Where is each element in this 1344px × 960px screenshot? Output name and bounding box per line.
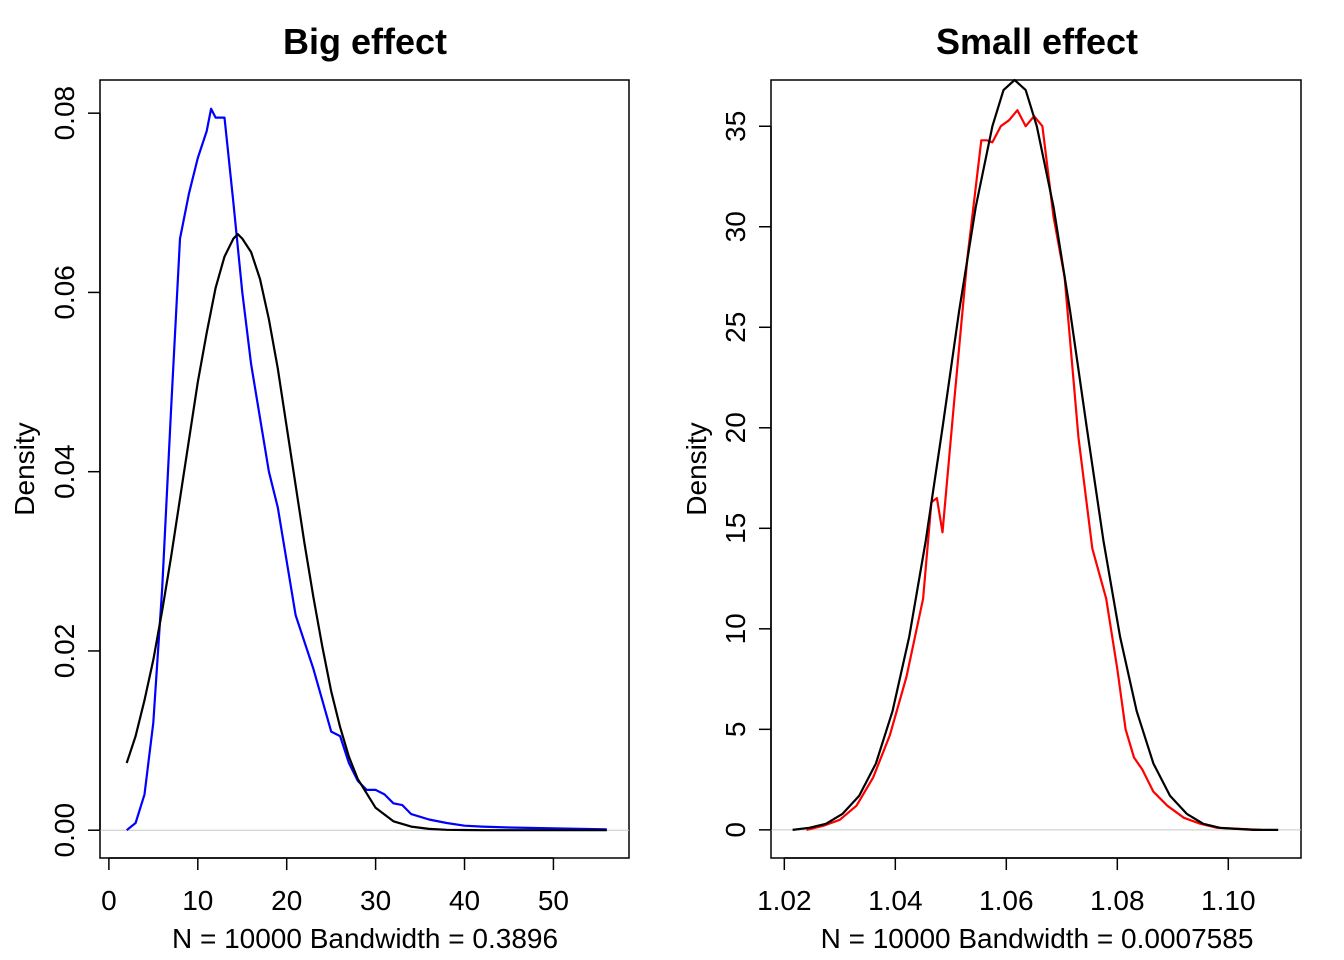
y-tick-label: 10 [720,613,751,644]
x-axis: 1.02 1.04 1.06 1.08 1.10 [757,857,1256,916]
y-tick-label: 0.06 [49,265,80,320]
y-tick-label: 25 [720,312,751,343]
x-tick-label: 40 [449,885,480,916]
chart-title: Big effect [283,21,447,62]
x-tick-label: 10 [182,885,213,916]
chart-panel-small-effect: Small effect 1.02 1.04 1.06 1.08 1.10 0 5 10 15… [681,21,1302,954]
density-curve-1 [125,233,607,832]
x-tick-label: 1.02 [757,885,812,916]
x-tick-label: 30 [360,885,391,916]
plot-frame [99,79,630,859]
x-tick-label: 1.10 [1201,885,1256,916]
series-layer [125,107,607,832]
y-tick-label: 0 [720,822,751,838]
y-tick-label: 30 [720,211,751,242]
y-axis: 0.00 0.02 0.04 0.06 0.08 [49,86,101,858]
y-tick-label: 0.00 [49,803,80,858]
x-tick-label: 20 [271,885,302,916]
x-tick-label: 1.04 [868,885,923,916]
x-tick-label: 0 [101,885,117,916]
y-axis: 0 5 10 15 20 25 30 35 [720,111,772,838]
y-tick-label: 0.02 [49,624,80,679]
x-axis-label: N = 10000 Bandwidth = 0.3896 [172,923,558,954]
y-axis-label: Density [9,422,40,515]
y-axis-label: Density [681,422,712,515]
chart-panel-big-effect: Big effect 0 10 20 30 40 50 0.000.020.040.060… [9,21,630,954]
x-tick-label: 1.06 [979,885,1034,916]
x-tick-label: 50 [538,885,569,916]
x-axis: 0 10 20 30 40 50 [101,857,569,916]
y-tick-label: 20 [720,412,751,443]
x-axis-label: N = 10000 Bandwidth = 0.0007585 [821,923,1254,954]
x-tick-label: 1.08 [1090,885,1145,916]
chart-title: Small effect [936,21,1138,62]
y-tick-label: 35 [720,111,751,142]
series-layer [792,78,1279,831]
density-curve-0 [806,109,1262,831]
y-tick-label: 15 [720,513,751,544]
density-curve-0 [126,107,607,832]
plot-frame [770,79,1302,859]
density-curve-1 [792,78,1279,831]
y-tick-label: 5 [720,722,751,738]
y-tick-label: 0.04 [49,444,80,499]
y-tick-label: 0.08 [49,86,80,141]
